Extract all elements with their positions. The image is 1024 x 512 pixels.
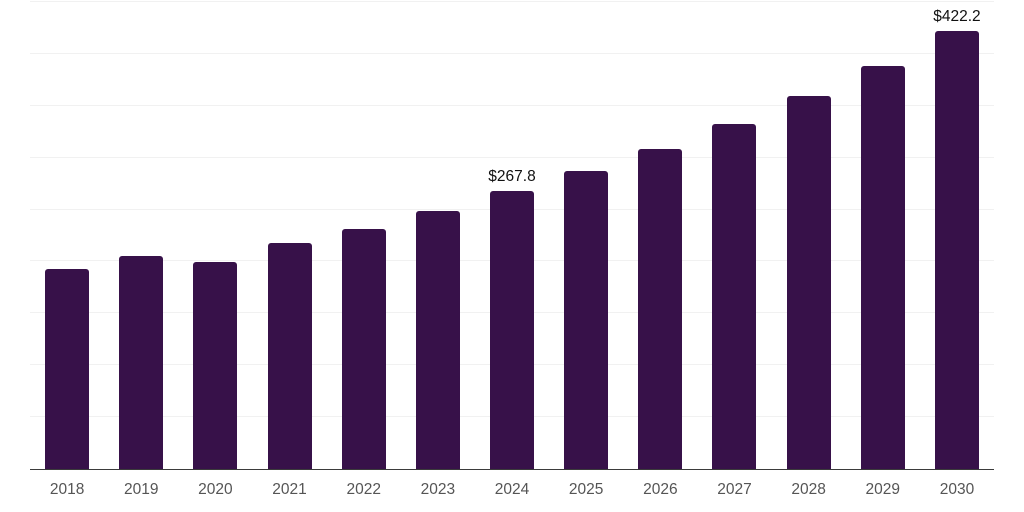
x-tick-label-2022: 2022: [346, 481, 381, 498]
bar-2026: [638, 149, 683, 469]
x-tick-label-2029: 2029: [865, 481, 901, 498]
x-tick-label-2021: 2021: [272, 481, 307, 498]
bar-group-2029: [846, 2, 920, 469]
bar-2018: [45, 268, 90, 469]
gridline-450: [30, 1, 994, 2]
bar-2021: [267, 242, 312, 469]
bar-2030: [934, 30, 979, 469]
gridline-300: [30, 156, 994, 158]
bar-2029: [860, 65, 905, 469]
bar-2024: [490, 191, 535, 469]
bar-group-2019: [104, 2, 178, 469]
bars-row: $267.8 $422.2: [30, 2, 994, 469]
bar-2023: [415, 211, 460, 469]
gridline-350: [30, 104, 994, 106]
x-tick-label-2020: 2020: [198, 481, 233, 498]
plot-area: $267.8 $422.2: [30, 1, 994, 470]
bar-group-2026: [623, 2, 697, 469]
bar-group-2022: [327, 2, 401, 469]
bar-group-2018: [30, 2, 104, 469]
x-tick-label-2018: 2018: [49, 481, 85, 498]
bar-2019: [119, 255, 164, 469]
bar-2028: [786, 96, 831, 469]
x-tick-label-2025: 2025: [568, 481, 604, 498]
bar-group-2027: [697, 2, 771, 469]
bar-value-label-2024: $267.8: [488, 168, 536, 186]
gridline-400: [30, 52, 994, 54]
x-tick-label-2030: 2030: [939, 481, 975, 498]
bar-2020: [193, 261, 238, 469]
bar-group-2020: [178, 2, 252, 469]
bar-group-2025: [549, 2, 623, 469]
x-tick-label-2024: 2024: [494, 481, 530, 498]
bar-2025: [564, 171, 609, 469]
x-tick-label-2019: 2019: [123, 481, 159, 498]
bar-2022: [341, 228, 386, 469]
bar-group-2021: [252, 2, 326, 469]
x-tick-label-2026: 2026: [643, 481, 678, 498]
x-tick-label-2028: 2028: [791, 481, 826, 498]
x-axis-labels: 2018 2019 2020 2021 2022 2023 2024 2025 2026 2027…: [30, 480, 994, 504]
bar-group-2030: $422.2: [920, 2, 994, 469]
bar-group-2024: $267.8: [475, 2, 549, 469]
x-tick-label-2023: 2023: [420, 481, 456, 498]
bar-group-2028: [772, 2, 846, 469]
bar-2027: [712, 124, 757, 469]
bar-value-label-2030: $422.2: [933, 7, 981, 25]
bar-group-2023: [401, 2, 475, 469]
x-tick-label-2027: 2027: [717, 481, 752, 498]
